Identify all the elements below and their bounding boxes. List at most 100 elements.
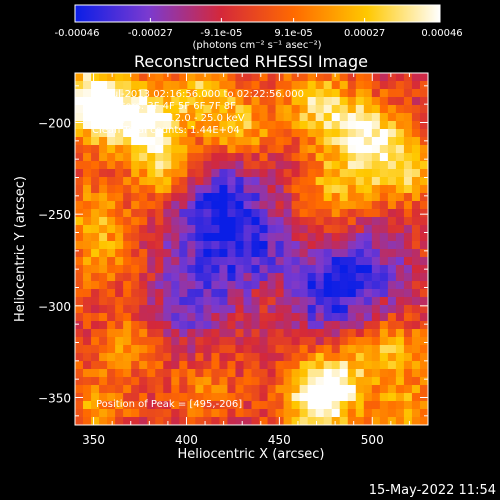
heatmap-cell — [267, 121, 277, 130]
heatmap-cell — [163, 217, 172, 226]
heatmap-cell — [307, 145, 317, 154]
heatmap-cell — [283, 377, 293, 386]
heatmap-cell — [419, 305, 428, 314]
heatmap-cell — [243, 193, 253, 202]
heatmap-cell — [331, 369, 341, 378]
heatmap-cell — [323, 265, 333, 274]
heatmap-cell — [187, 73, 196, 82]
heatmap-cell — [131, 129, 140, 138]
heatmap-cell — [83, 169, 92, 178]
heatmap-cell — [235, 409, 245, 418]
heatmap-cell — [219, 113, 229, 122]
heatmap-cell — [243, 129, 253, 138]
heatmap-cell — [235, 337, 245, 346]
heatmap-cell — [259, 137, 269, 146]
heatmap-cell — [83, 353, 92, 362]
heatmap-cell — [123, 201, 132, 210]
y-tick-label: −200 — [38, 117, 71, 131]
footer-timestamp: 15-May-2022 11:54 — [369, 483, 496, 498]
heatmap-cell — [275, 385, 285, 394]
heatmap-cell — [323, 273, 333, 282]
heatmap-cell — [187, 81, 196, 90]
heatmap-cell — [291, 201, 301, 210]
heatmap-cell — [379, 313, 389, 322]
heatmap-cell — [83, 153, 92, 162]
heatmap-cell — [419, 217, 428, 226]
heatmap-cell — [307, 377, 317, 386]
heatmap-cell — [347, 185, 357, 194]
heatmap-cell — [227, 161, 237, 170]
heatmap-cell — [83, 289, 92, 298]
heatmap-cell — [291, 129, 301, 138]
heatmap-cell — [83, 185, 92, 194]
heatmap-cell — [91, 401, 100, 410]
heatmap-cell — [251, 313, 261, 322]
heatmap-cell — [243, 377, 253, 386]
heatmap-cell — [395, 369, 405, 378]
heatmap-cell — [403, 113, 413, 122]
heatmap-cell — [267, 417, 277, 425]
heatmap-cell — [75, 361, 84, 370]
heatmap-cell — [155, 321, 164, 330]
heatmap-cell — [283, 305, 293, 314]
heatmap-cell — [411, 81, 421, 90]
x-tick-label: 400 — [175, 433, 198, 447]
heatmap-cell — [179, 97, 188, 106]
heatmap-cell — [355, 177, 365, 186]
heatmap-cell — [211, 241, 221, 250]
heatmap-cell — [107, 329, 116, 338]
heatmap-cell — [99, 297, 108, 306]
heatmap-cell — [331, 345, 341, 354]
heatmap-cell — [259, 193, 269, 202]
heatmap-cell — [155, 377, 164, 386]
heatmap-cell — [315, 185, 325, 194]
heatmap-cell — [99, 265, 108, 274]
heatmap-cell — [315, 337, 325, 346]
heatmap-cell — [91, 313, 100, 322]
heatmap-cell — [155, 185, 164, 194]
heatmap-cell — [227, 145, 237, 154]
heatmap-cell — [235, 353, 245, 362]
heatmap-cell — [355, 209, 365, 218]
heatmap-cell — [371, 161, 381, 170]
heatmap-cell — [355, 337, 365, 346]
heatmap-cell — [123, 113, 132, 122]
heatmap-cell — [403, 273, 413, 282]
heatmap-cell — [411, 305, 421, 314]
heatmap-cell — [155, 289, 164, 298]
heatmap-cell — [283, 233, 293, 242]
heatmap-cell — [163, 393, 172, 402]
heatmap-cell — [315, 281, 325, 290]
heatmap-cell — [347, 401, 357, 410]
heatmap-cell — [395, 233, 405, 242]
heatmap-cell — [395, 321, 405, 330]
heatmap-cell — [187, 361, 196, 370]
heatmap-cell — [339, 137, 349, 146]
heatmap-cell — [203, 249, 212, 258]
heatmap-cell — [219, 329, 229, 338]
heatmap-cell — [331, 377, 341, 386]
heatmap-cell — [323, 225, 333, 234]
heatmap-cell — [203, 369, 212, 378]
heatmap-cell — [163, 169, 172, 178]
heatmap-cell — [315, 97, 325, 106]
heatmap-cell — [411, 233, 421, 242]
heatmap-cell — [75, 105, 84, 114]
heatmap-cell — [163, 201, 172, 210]
heatmap-cell — [227, 321, 237, 330]
heatmap-cell — [371, 201, 381, 210]
heatmap-cell — [91, 409, 100, 418]
heatmap-cell — [107, 121, 116, 130]
heatmap-cell — [323, 185, 333, 194]
heatmap-cell — [363, 385, 373, 394]
heatmap-cell — [275, 281, 285, 290]
heatmap-cell — [315, 409, 325, 418]
heatmap-cell — [179, 233, 188, 242]
heatmap-cell — [251, 305, 261, 314]
heatmap-cell — [163, 209, 172, 218]
heatmap-cell — [411, 409, 421, 418]
heatmap-cell — [379, 369, 389, 378]
heatmap-cell — [203, 233, 212, 242]
heatmap-cell — [155, 329, 164, 338]
heatmap-cell — [259, 257, 269, 266]
